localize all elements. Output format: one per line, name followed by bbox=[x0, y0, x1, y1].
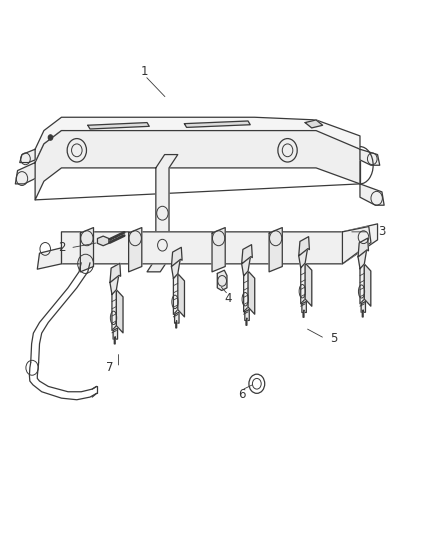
Polygon shape bbox=[113, 328, 117, 339]
Circle shape bbox=[48, 135, 53, 140]
Polygon shape bbox=[171, 260, 180, 278]
Polygon shape bbox=[175, 321, 176, 328]
Polygon shape bbox=[357, 250, 366, 269]
Polygon shape bbox=[245, 318, 246, 325]
Polygon shape bbox=[342, 227, 370, 264]
Text: 5: 5 bbox=[329, 332, 336, 345]
Polygon shape bbox=[300, 263, 304, 304]
Polygon shape bbox=[110, 263, 120, 282]
Polygon shape bbox=[80, 228, 93, 272]
Polygon shape bbox=[110, 275, 119, 294]
Polygon shape bbox=[247, 271, 254, 314]
Polygon shape bbox=[359, 264, 364, 304]
Text: 6: 6 bbox=[237, 388, 245, 401]
Polygon shape bbox=[359, 149, 379, 165]
Polygon shape bbox=[116, 290, 123, 333]
Polygon shape bbox=[298, 248, 307, 268]
Polygon shape bbox=[112, 290, 116, 330]
Polygon shape bbox=[88, 123, 149, 129]
Polygon shape bbox=[61, 224, 377, 264]
Polygon shape bbox=[147, 155, 177, 272]
Polygon shape bbox=[173, 274, 177, 314]
Polygon shape bbox=[357, 238, 367, 257]
Polygon shape bbox=[35, 117, 359, 163]
Text: 2: 2 bbox=[57, 241, 65, 254]
Text: 4: 4 bbox=[224, 292, 232, 305]
Polygon shape bbox=[304, 263, 311, 306]
Polygon shape bbox=[97, 236, 109, 246]
Polygon shape bbox=[359, 184, 383, 205]
Polygon shape bbox=[302, 310, 303, 317]
Text: 7: 7 bbox=[106, 361, 113, 374]
Polygon shape bbox=[360, 302, 364, 312]
Polygon shape bbox=[364, 264, 370, 306]
Polygon shape bbox=[301, 302, 306, 312]
Polygon shape bbox=[217, 270, 226, 290]
Polygon shape bbox=[241, 257, 250, 276]
Polygon shape bbox=[212, 228, 225, 272]
Polygon shape bbox=[361, 310, 362, 317]
Polygon shape bbox=[15, 163, 35, 184]
Polygon shape bbox=[177, 274, 184, 317]
Polygon shape bbox=[298, 237, 309, 256]
Polygon shape bbox=[114, 337, 115, 344]
Polygon shape bbox=[304, 120, 322, 128]
Text: 3: 3 bbox=[378, 225, 385, 238]
Polygon shape bbox=[171, 247, 182, 266]
Polygon shape bbox=[244, 309, 249, 320]
Polygon shape bbox=[20, 149, 35, 163]
Text: 1: 1 bbox=[141, 66, 148, 78]
Polygon shape bbox=[243, 271, 247, 312]
Polygon shape bbox=[184, 121, 250, 127]
Polygon shape bbox=[268, 228, 282, 272]
Polygon shape bbox=[37, 248, 61, 269]
Polygon shape bbox=[35, 131, 359, 200]
Polygon shape bbox=[128, 228, 141, 272]
Polygon shape bbox=[174, 312, 179, 323]
Polygon shape bbox=[241, 245, 252, 264]
